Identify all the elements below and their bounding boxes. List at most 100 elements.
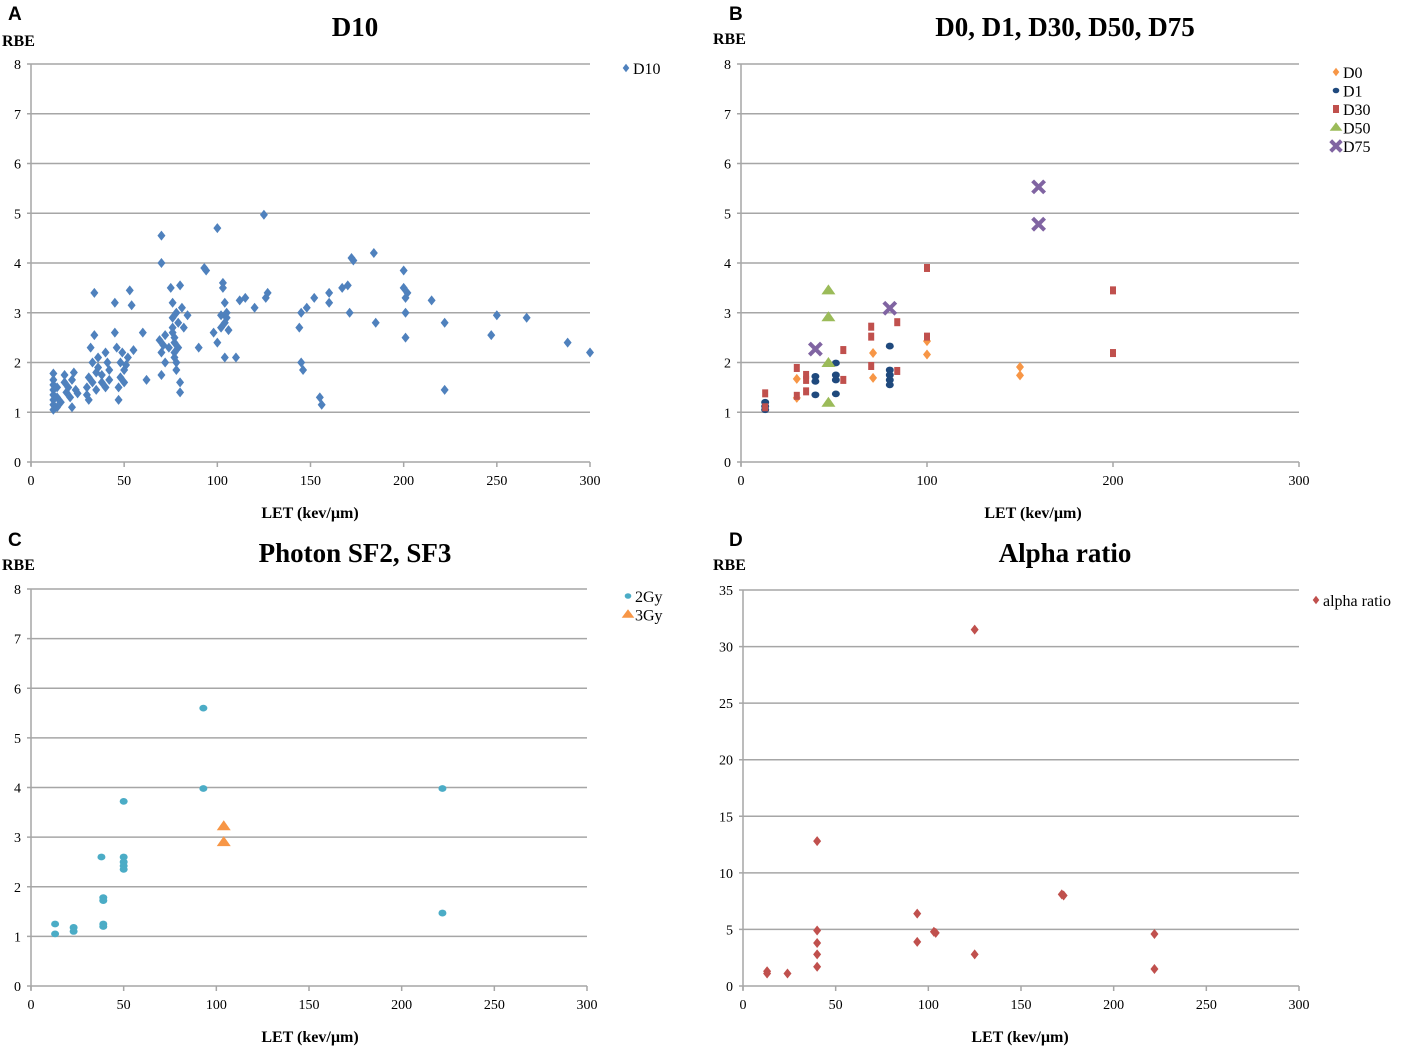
legend-marker <box>1333 105 1339 113</box>
legend-marker <box>624 593 632 599</box>
y-tick-label: 5 <box>724 207 731 222</box>
data-point <box>885 366 894 374</box>
data-point <box>563 337 572 348</box>
x-tick-label: 0 <box>28 998 35 1013</box>
data-point <box>868 332 875 341</box>
y-tick-label: 1 <box>14 406 21 421</box>
y-tick-label: 5 <box>14 732 21 747</box>
data-point <box>813 925 822 936</box>
y-tick-label: 4 <box>14 782 21 797</box>
data-point <box>297 307 306 318</box>
data-point <box>869 348 878 359</box>
data-point <box>99 897 108 905</box>
data-point <box>129 345 138 356</box>
data-point <box>821 284 836 295</box>
data-point <box>924 332 930 341</box>
data-point <box>69 367 78 378</box>
data-point <box>295 322 304 333</box>
data-point <box>349 255 358 266</box>
panel-D: D Alpha ratio RBE LET (kev/µm) 0 5 10 15 20 25 30 3… <box>713 530 1391 1046</box>
data-point <box>831 371 840 379</box>
data-point <box>157 347 166 358</box>
y-tick-label: 7 <box>14 633 21 648</box>
data-point <box>213 223 222 234</box>
y-tick-label: 8 <box>724 58 731 73</box>
y-tick-label: 5 <box>726 923 733 938</box>
data-point <box>64 382 73 393</box>
data-point <box>763 968 772 979</box>
y-tick-label: 6 <box>14 158 21 173</box>
data-point <box>821 311 836 322</box>
data-point <box>172 357 181 368</box>
data-point <box>885 376 894 384</box>
x-tick-label: 50 <box>117 474 131 489</box>
series-D50 <box>821 284 836 407</box>
x-tick-label: 300 <box>1289 998 1310 1013</box>
y-tick-label: 3 <box>14 831 21 846</box>
data-point <box>88 377 97 388</box>
legend-marker <box>1312 595 1320 605</box>
y-tick-label: 0 <box>724 456 731 471</box>
x-axis-label: LET (kev/µm) <box>261 1029 358 1046</box>
y-tick-label: 0 <box>726 980 733 995</box>
y-tick-label: 20 <box>719 754 733 769</box>
x-tick-label: 250 <box>486 474 507 489</box>
data-point <box>49 374 58 385</box>
data-point <box>1110 349 1116 358</box>
x-axis-label: LET (kev/µm) <box>971 1029 1068 1046</box>
chart-title: Photon SF2, SF3 <box>259 538 452 568</box>
data-point <box>297 357 306 368</box>
data-point <box>101 382 110 393</box>
panel-C: C Photon SF2, SF3 RBE LET (kev/µm) 0 1 2 3 4 5 6 7 8… <box>2 530 663 1046</box>
data-point <box>894 366 901 375</box>
x-tick-label: 300 <box>580 474 601 489</box>
data-point <box>73 388 82 399</box>
data-point <box>51 930 60 938</box>
data-point <box>401 332 410 343</box>
series-D30 <box>762 263 1116 412</box>
x-tick-label: 50 <box>829 998 843 1013</box>
data-point <box>222 312 231 323</box>
data-point <box>231 352 240 363</box>
x-tick-label: 300 <box>1289 474 1310 489</box>
data-point <box>369 248 378 259</box>
data-point <box>803 375 810 384</box>
y-tick-label: 7 <box>724 108 731 123</box>
data-point <box>112 342 121 353</box>
y-tick-label: 6 <box>14 682 21 697</box>
data-point <box>487 330 496 341</box>
data-point <box>99 923 108 930</box>
data-point <box>821 356 836 367</box>
legend-entry: D75 <box>1343 139 1371 156</box>
data-point <box>438 909 447 917</box>
data-point <box>1110 286 1116 295</box>
data-point <box>811 378 820 385</box>
data-point <box>586 347 594 358</box>
y-tick-label: 25 <box>719 697 733 712</box>
data-point <box>869 372 878 383</box>
data-point <box>157 369 166 380</box>
y-tick-label: 5 <box>14 207 21 222</box>
y-tick-label: 2 <box>724 357 731 372</box>
data-point <box>241 292 250 303</box>
data-point <box>811 373 820 380</box>
y-tick-label: 7 <box>14 108 21 123</box>
panel-A: A D10 RBE LET (kev/µm) 0 1 2 3 4 5 6 7 8 0 50 100 150 200… <box>2 4 661 522</box>
data-point <box>224 325 233 336</box>
data-point <box>97 369 106 380</box>
data-point <box>792 373 801 384</box>
panel-letter: B <box>729 4 743 25</box>
series-D0 <box>792 336 1024 403</box>
data-point <box>924 263 930 272</box>
y-tick-label: 10 <box>719 867 733 882</box>
legend-marker <box>1332 67 1340 77</box>
data-point <box>807 341 823 357</box>
data-point <box>216 820 231 831</box>
data-point <box>202 265 211 276</box>
data-point <box>913 936 922 947</box>
series-2Gy <box>51 704 447 938</box>
y-axis-label: RBE <box>713 31 746 48</box>
data-point <box>882 300 898 316</box>
data-point <box>302 302 311 313</box>
